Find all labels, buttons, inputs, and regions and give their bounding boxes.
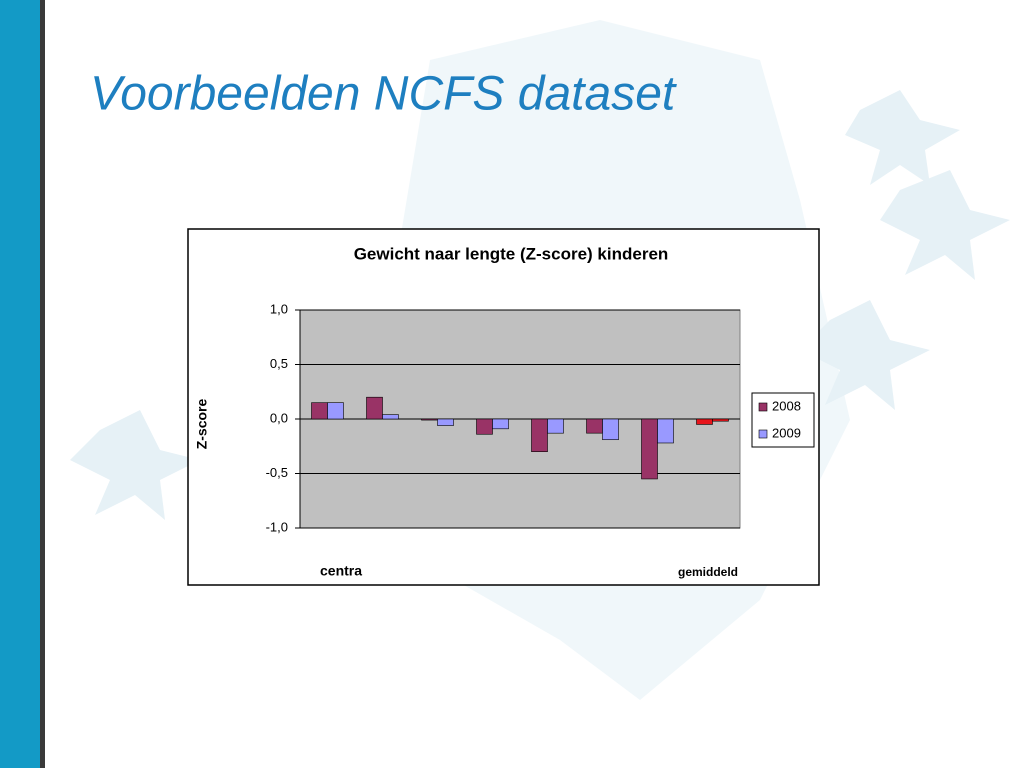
bar: [492, 418, 509, 430]
bar: [311, 402, 328, 420]
bar: [531, 418, 548, 453]
bar: [712, 418, 729, 422]
bar: [476, 418, 493, 435]
annotation: gemiddeld: [678, 565, 738, 579]
y-tick-label: 1,0: [270, 301, 288, 316]
bar: [547, 418, 564, 434]
y-tick-label: -1,0: [266, 519, 288, 534]
legend-label: 2008: [772, 398, 801, 413]
bar: [327, 402, 344, 420]
bar: [602, 418, 619, 441]
y-axis-label: Z-score: [194, 399, 210, 450]
legend-swatch: [758, 429, 768, 439]
bar: [657, 418, 674, 444]
annotation: centra: [320, 563, 362, 579]
legend-box: [751, 392, 815, 448]
bar: [586, 418, 603, 434]
bar: [437, 418, 454, 426]
bar: [382, 414, 399, 420]
y-tick-label: 0,0: [270, 410, 288, 425]
y-tick-label: 0,5: [270, 356, 288, 371]
legend-swatch: [758, 402, 768, 412]
side-bar: [0, 0, 40, 768]
side-stripe: [40, 0, 45, 768]
chart-title: Gewicht naar lengte (Z-score) kinderen: [354, 244, 669, 263]
legend-label: 2009: [772, 425, 801, 440]
bar: [696, 418, 713, 425]
slide-title: Voorbeelden NCFS dataset: [90, 68, 677, 121]
bar: [421, 418, 438, 421]
bar: [641, 418, 658, 480]
bar: [366, 396, 383, 420]
y-tick-label: -0,5: [266, 465, 288, 480]
